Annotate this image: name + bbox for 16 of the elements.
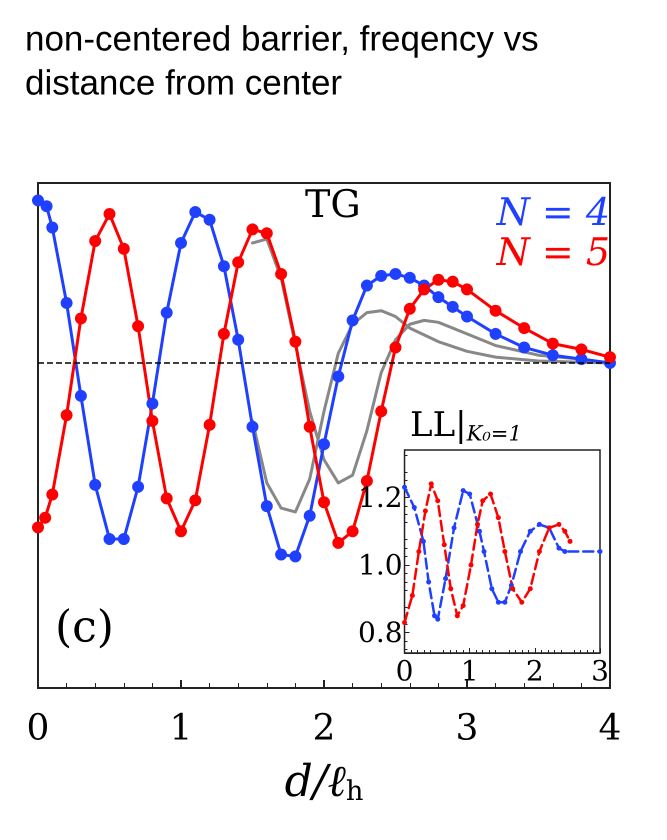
annotation: TG: [305, 182, 361, 226]
x-tick-label: 1: [170, 708, 192, 748]
x-tick-label: 2: [526, 654, 544, 688]
x-tick-label: 4: [598, 708, 622, 748]
text: (c): [55, 602, 114, 652]
x-tick-label: 0: [396, 654, 414, 688]
chart-title: LL|K₀=1: [410, 405, 522, 446]
chart-title: non-centered barrier, freqency vs distance from center: [25, 20, 548, 102]
x-tick-label: 0: [26, 708, 50, 748]
x-axis-title: d/ℓh: [284, 756, 364, 807]
x-tick-label: 3: [591, 654, 609, 688]
x-tick-label: 1: [460, 654, 479, 688]
x-tick-label: 3: [456, 708, 478, 748]
x-tick-label: 2: [312, 708, 336, 748]
y-tick-label: 0.8: [358, 616, 403, 650]
y-tick-label: 1.0: [358, 548, 403, 582]
